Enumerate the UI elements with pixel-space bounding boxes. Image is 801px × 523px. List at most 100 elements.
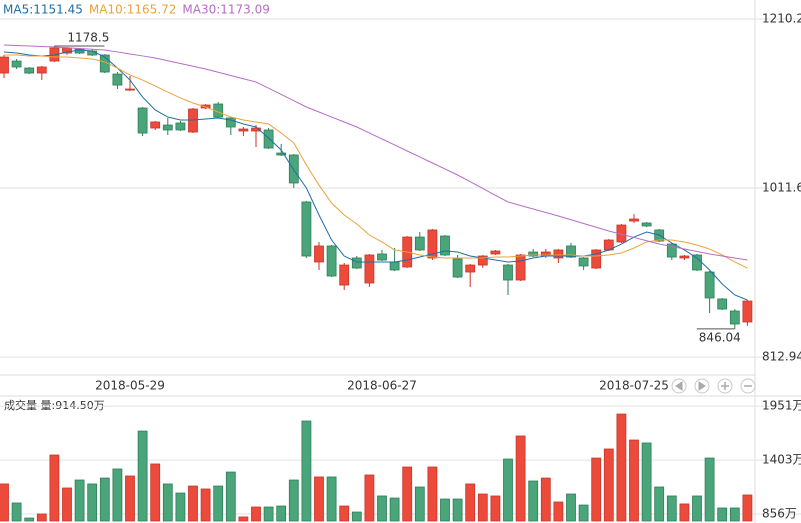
candle-body — [112, 73, 123, 86]
volume-bar — [414, 486, 425, 522]
x-tick-label: 2018-06-27 — [347, 379, 417, 393]
volume-bar — [288, 479, 299, 522]
candle-body — [440, 235, 450, 256]
candle-body — [150, 121, 161, 129]
y-tick-label: 812.94 — [762, 350, 801, 364]
volume-title: 成交量 量:914.50万 — [4, 398, 105, 412]
volume-bar — [503, 458, 513, 522]
nav-left[interactable] — [671, 378, 687, 394]
volume-bar — [351, 511, 362, 522]
y-tick-label: 1210.2 — [762, 12, 801, 26]
ma-line — [4, 54, 748, 269]
volume-bar — [616, 413, 627, 522]
candle-body — [314, 245, 324, 263]
volume-bar — [717, 507, 728, 522]
candle-body — [566, 245, 576, 258]
volume-bar — [62, 487, 72, 522]
volume-bar — [389, 497, 400, 522]
volume-bar — [36, 513, 47, 522]
volume-bar — [175, 492, 186, 522]
volume-bar — [465, 483, 476, 522]
candle-body — [629, 218, 639, 222]
candle-body — [238, 128, 249, 132]
volume-bar — [225, 471, 236, 522]
volume-bar — [112, 468, 123, 522]
volume-bar — [150, 463, 161, 522]
candle-body — [414, 236, 425, 251]
candle-body — [704, 271, 715, 299]
volume-bar — [666, 495, 677, 522]
zoom-out[interactable] — [740, 378, 756, 394]
candle-body — [679, 255, 690, 259]
x-tick-label: 2018-07-25 — [599, 379, 669, 393]
volume-bar — [591, 457, 602, 522]
low-label: 846.04 — [699, 330, 741, 344]
volume-bar — [49, 454, 60, 522]
legend-entry: MA10:1165.72 — [89, 3, 177, 17]
candle-body — [578, 257, 589, 267]
volume-bar — [566, 493, 576, 522]
candle-body — [36, 66, 47, 74]
volume-bar — [24, 517, 35, 522]
volume-bar — [200, 488, 211, 522]
volume-bar — [0, 483, 9, 522]
candle-body — [389, 261, 400, 271]
candle-body — [427, 229, 438, 259]
y-tick-label: 1403万 — [762, 453, 801, 467]
candle-body — [666, 243, 677, 258]
candle-body — [515, 254, 526, 281]
volume-bar — [704, 457, 715, 522]
volume-bar — [276, 505, 287, 522]
candle-body — [490, 250, 501, 255]
legend-entry: MA5:1151.45 — [3, 3, 83, 17]
volume-bar — [515, 435, 526, 522]
volume-bar — [692, 495, 702, 522]
volume-bar — [742, 494, 753, 522]
volume-bar — [477, 493, 488, 522]
candle-body — [377, 253, 387, 261]
volume-bar — [364, 474, 375, 522]
legend-entry: MA30:1173.09 — [182, 3, 270, 17]
zoom-in[interactable] — [717, 378, 733, 394]
ma-line — [3, 49, 748, 301]
y-tick-label: 1011.6 — [762, 181, 801, 195]
candle-body — [99, 54, 110, 73]
candle-body — [24, 67, 35, 74]
candle-body — [465, 264, 476, 273]
candle-body — [276, 152, 287, 156]
volume-bar — [679, 503, 690, 522]
candle-body — [0, 56, 9, 74]
volume-bar — [301, 420, 312, 522]
y-tick-label: 1951万 — [762, 399, 801, 413]
volume-bar — [263, 506, 274, 522]
y-tick-label: 856万 — [762, 507, 797, 521]
volume-bar — [578, 504, 589, 522]
candle-body — [175, 122, 186, 131]
x-tick-label: 2018-05-29 — [95, 379, 165, 393]
candle-body — [162, 124, 173, 131]
volume-bar — [729, 507, 740, 522]
volume-bar — [629, 439, 639, 522]
volume-bar — [528, 480, 539, 522]
volume-bar — [377, 495, 387, 522]
volume-bar — [402, 466, 413, 522]
candle-body — [188, 108, 198, 133]
volume-bar — [251, 506, 261, 522]
volume-bar — [427, 466, 438, 522]
candle-body — [251, 127, 261, 132]
candle-body — [692, 254, 702, 271]
nav-buttons — [671, 378, 756, 394]
candle-body — [591, 249, 602, 269]
candle-body — [225, 117, 236, 128]
volume-bar — [540, 477, 551, 522]
nav-right[interactable] — [694, 378, 710, 394]
volume-bar — [162, 483, 173, 522]
volume-bar — [213, 485, 224, 522]
ma-line — [3, 44, 748, 261]
volume-bar — [641, 442, 652, 522]
volume-bar — [314, 476, 324, 522]
candle-body — [125, 88, 135, 91]
candle-body — [364, 254, 375, 284]
volume-bar — [603, 448, 614, 522]
